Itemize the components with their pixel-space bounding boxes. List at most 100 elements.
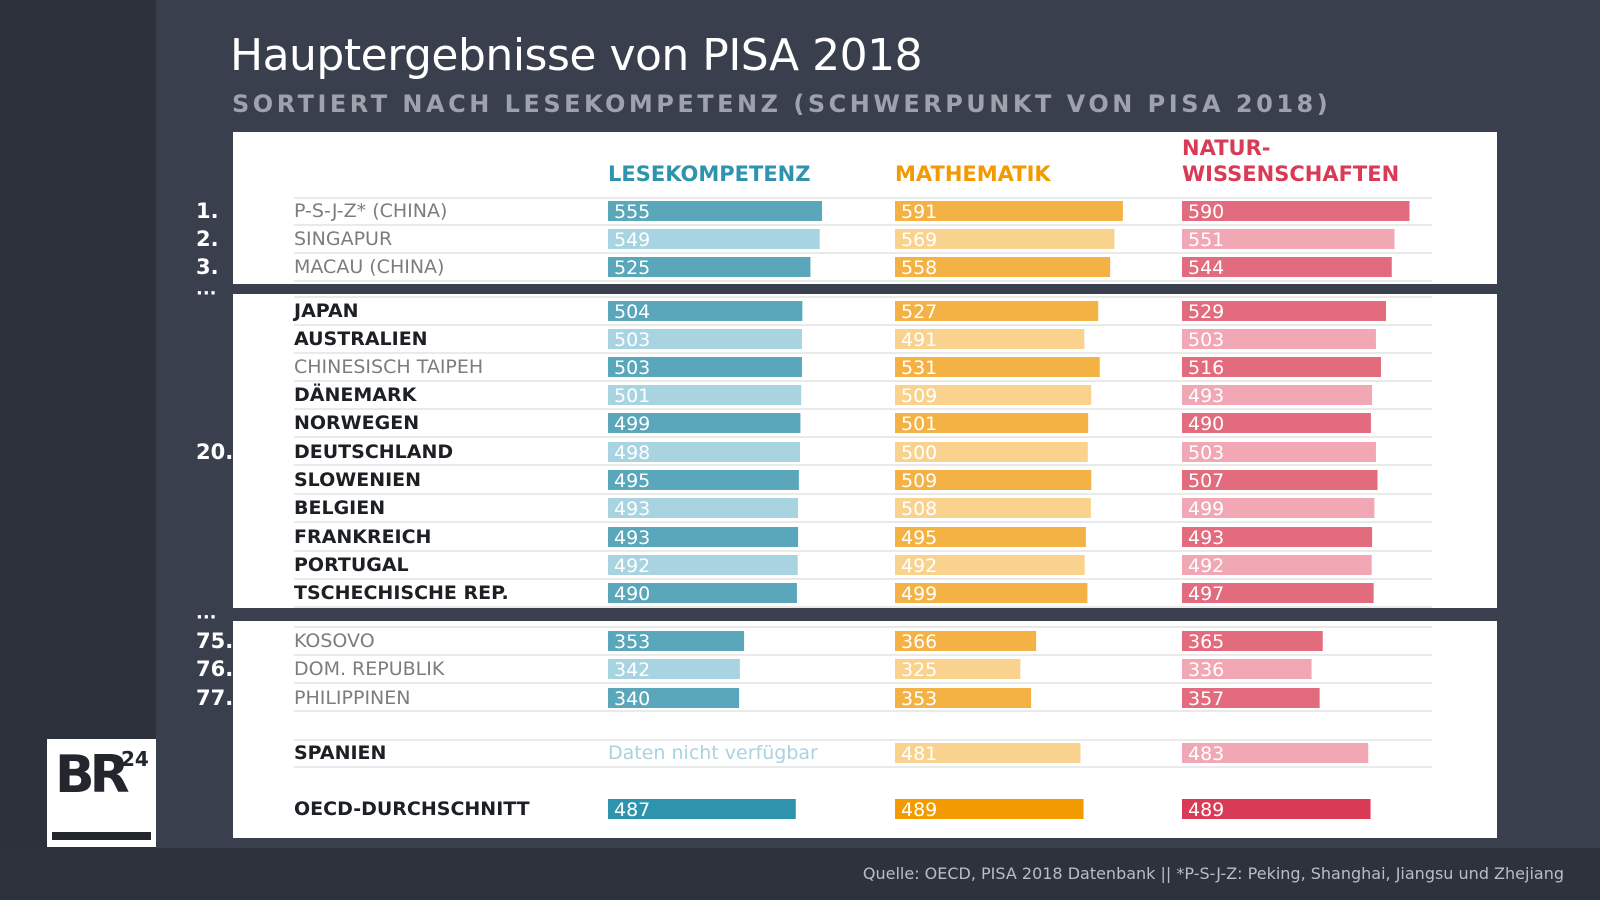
bar-reading [608, 413, 801, 433]
bar-reading [608, 527, 799, 547]
bar-math [895, 357, 1100, 377]
bar-science [1182, 743, 1369, 763]
bar-math [895, 329, 1085, 349]
bar-reading [608, 799, 796, 819]
value-label-science: 492 [1188, 555, 1224, 577]
value-label-math: 531 [901, 357, 937, 379]
bar-math [895, 688, 1032, 708]
country-label: DOM. REPUBLIK [294, 658, 445, 680]
country-label: P-S-J-Z* (CHINA) [294, 200, 447, 222]
bar-science [1182, 470, 1378, 490]
bar-math [895, 555, 1085, 575]
bar-math [895, 631, 1037, 651]
country-label: BELGIEN [294, 497, 385, 519]
value-label-math: 500 [901, 442, 937, 464]
bar-math [895, 659, 1021, 679]
bar-science [1182, 555, 1372, 575]
rank-label: 20. [196, 440, 233, 464]
value-label-science: 490 [1188, 413, 1224, 435]
bar-reading [608, 201, 822, 221]
bar-science [1182, 583, 1374, 603]
value-label-science: 499 [1188, 498, 1224, 520]
value-label-reading: 498 [614, 442, 650, 464]
bar-science [1182, 301, 1386, 321]
bar-science [1182, 329, 1376, 349]
column-header-reading: LESEKOMPETENZ [608, 162, 810, 186]
value-label-science: 483 [1188, 743, 1224, 765]
rank-label: 76. [196, 657, 233, 681]
bar-reading [608, 385, 802, 405]
value-label-science: 544 [1188, 257, 1224, 279]
country-label: PHILIPPINEN [294, 687, 411, 709]
bar-math [895, 385, 1092, 405]
country-label: MACAU (CHINA) [294, 256, 444, 278]
value-label-science: 357 [1188, 688, 1224, 710]
bar-science [1182, 799, 1371, 819]
bar-science [1182, 385, 1373, 405]
value-label-reading: 503 [614, 329, 650, 351]
bar-reading [608, 583, 797, 603]
country-label: CHINESISCH TAIPEH [294, 356, 483, 378]
value-label-math: 508 [901, 498, 937, 520]
bar-math [895, 201, 1123, 221]
column-header-math: MATHEMATIK [895, 162, 1051, 186]
value-label-math: 501 [901, 413, 937, 435]
value-label-science: 529 [1188, 301, 1224, 323]
bar-reading [608, 329, 802, 349]
rank-label: 2. [196, 227, 219, 251]
value-label-science: 507 [1188, 470, 1224, 492]
value-label-reading: 525 [614, 257, 650, 279]
value-label-math: 509 [901, 470, 937, 492]
bar-reading [608, 442, 801, 462]
country-label: SINGAPUR [294, 228, 392, 250]
value-label-math: 366 [901, 631, 937, 653]
bar-math [895, 470, 1092, 490]
bar-reading [608, 631, 745, 651]
value-label-reading: 487 [614, 799, 650, 821]
country-label: SLOWENIEN [294, 469, 421, 491]
bar-science [1182, 357, 1381, 377]
rank-label: 3. [196, 255, 219, 279]
bar-math [895, 442, 1088, 462]
bar-reading [608, 470, 799, 490]
country-label: DEUTSCHLAND [294, 441, 453, 463]
bar-reading [608, 301, 803, 321]
rank-ellipsis: ... [196, 603, 217, 624]
missing-data-note: Daten nicht verfügbar [608, 742, 818, 764]
country-label: SPANIEN [294, 742, 386, 764]
footer-bar [0, 848, 1600, 900]
bar-math [895, 301, 1099, 321]
value-label-science: 365 [1188, 631, 1224, 653]
bar-reading [608, 229, 820, 249]
country-label: PORTUGAL [294, 554, 409, 576]
value-label-science: 493 [1188, 385, 1224, 407]
value-label-math: 489 [901, 799, 937, 821]
bar-science [1182, 498, 1375, 518]
bar-math [895, 527, 1086, 547]
rank-label: 77. [196, 686, 233, 710]
bar-science [1182, 229, 1395, 249]
column-header-science: NATUR- [1182, 136, 1270, 160]
country-label: TSCHECHISCHE REP. [294, 582, 509, 604]
value-label-reading: 501 [614, 385, 650, 407]
bar-reading [608, 357, 802, 377]
value-label-science: 503 [1188, 329, 1224, 351]
rank-label: 1. [196, 199, 219, 223]
value-label-math: 491 [901, 329, 937, 351]
bar-math [895, 498, 1091, 518]
br24-logo: BR 24 [47, 739, 156, 847]
value-label-reading: 503 [614, 357, 650, 379]
value-label-science: 336 [1188, 659, 1224, 681]
rank-ellipsis: ... [196, 279, 217, 300]
country-label: DÄNEMARK [294, 382, 418, 406]
value-label-reading: 555 [614, 201, 650, 223]
value-label-reading: 342 [614, 659, 650, 681]
value-label-reading: 549 [614, 229, 650, 251]
value-label-science: 493 [1188, 527, 1224, 549]
value-label-math: 558 [901, 257, 937, 279]
value-label-math: 527 [901, 301, 937, 323]
logo-superscript: 24 [121, 747, 149, 771]
bar-science [1182, 257, 1392, 277]
value-label-math: 325 [901, 659, 937, 681]
